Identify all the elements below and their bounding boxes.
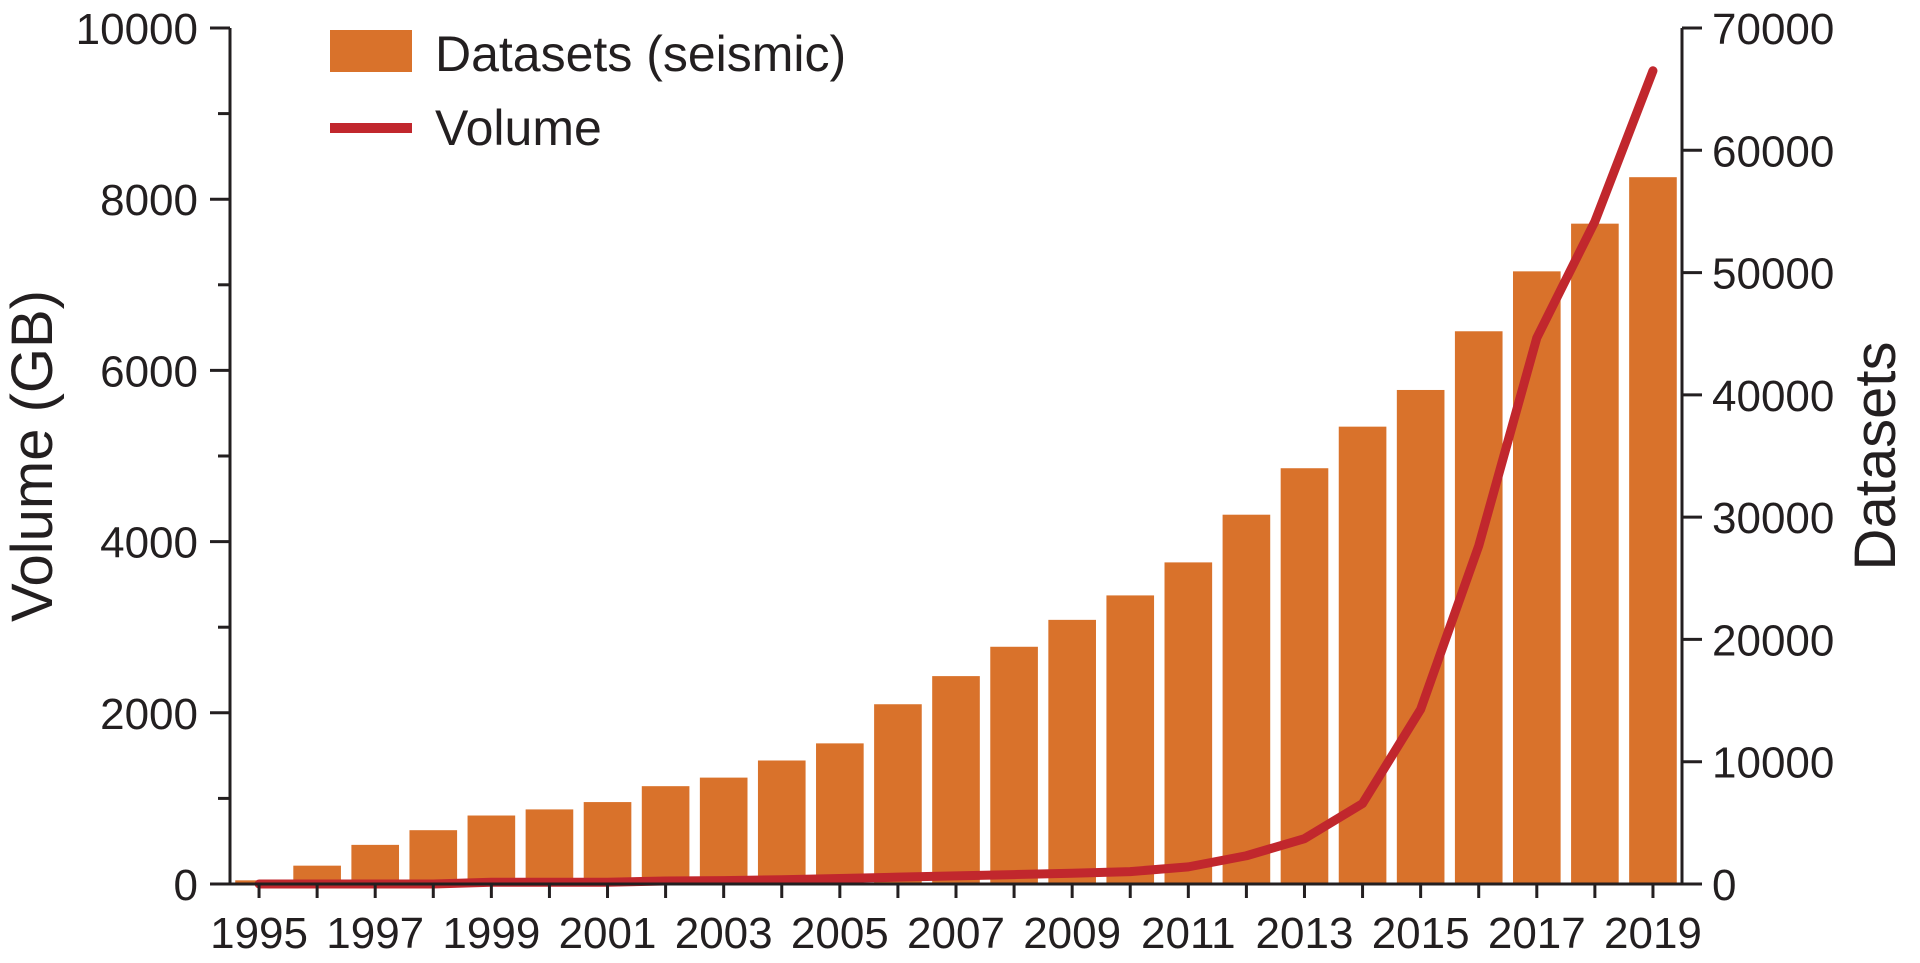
legend-bar-label: Datasets (seismic) bbox=[435, 26, 846, 82]
bar-2002 bbox=[641, 786, 690, 884]
bar-2012 bbox=[1222, 514, 1271, 884]
bar-2017 bbox=[1512, 271, 1561, 885]
x-tick-label: 2017 bbox=[1488, 909, 1586, 958]
y-left-tick-label: 8000 bbox=[100, 176, 198, 225]
y-right-tick-label: 50000 bbox=[1712, 250, 1834, 299]
legend: Datasets (seismic) Volume bbox=[330, 26, 846, 156]
bar-2004 bbox=[757, 760, 806, 884]
y-axis-left-title: Volume (GB) bbox=[0, 290, 65, 622]
axis-titles: Volume (GB) Datasets bbox=[0, 290, 1908, 622]
x-tick-label: 2003 bbox=[675, 909, 773, 958]
y-left-tick-label: 0 bbox=[174, 861, 198, 910]
bar-2006 bbox=[874, 704, 922, 884]
x-tick-label: 2015 bbox=[1372, 909, 1470, 958]
x-tick-label: 2009 bbox=[1023, 909, 1121, 958]
bars-group bbox=[235, 177, 1677, 885]
bar-2019 bbox=[1629, 177, 1677, 884]
x-tick-label: 2011 bbox=[1141, 909, 1236, 958]
y-right-tick-label: 0 bbox=[1712, 861, 1736, 910]
x-tick-label: 2019 bbox=[1604, 909, 1702, 958]
bar-1996 bbox=[293, 865, 341, 884]
bar-2009 bbox=[1048, 619, 1096, 884]
y-right-tick-label: 10000 bbox=[1712, 739, 1834, 788]
y-right-tick-label: 70000 bbox=[1712, 5, 1834, 54]
ticks-group: 0 2000 4000 6000 8000 10000 0 10000 20000 30000 40… bbox=[76, 5, 1835, 958]
x-tick-label: 2013 bbox=[1256, 909, 1354, 958]
bar-2008 bbox=[990, 646, 1038, 884]
volume-line-group bbox=[254, 66, 1658, 889]
volume-line bbox=[254, 66, 1658, 889]
y-left-tick-label: 2000 bbox=[100, 690, 198, 739]
y-left-tick-label: 10000 bbox=[76, 5, 198, 54]
bar-2001 bbox=[583, 802, 632, 884]
y-right-tick-label: 40000 bbox=[1712, 372, 1834, 421]
bar-1998 bbox=[409, 830, 458, 884]
x-tick-label: 1995 bbox=[210, 909, 308, 958]
bar-2010 bbox=[1106, 595, 1155, 884]
x-tick-label: 2001 bbox=[559, 909, 657, 958]
y-right-tick-label: 60000 bbox=[1712, 127, 1834, 176]
bar-2018 bbox=[1571, 223, 1619, 884]
x-tick-label: 2007 bbox=[907, 909, 1005, 958]
y-left-tick-label: 4000 bbox=[100, 519, 198, 568]
y-right-tick-label: 20000 bbox=[1712, 616, 1834, 665]
legend-bar-swatch bbox=[330, 30, 412, 72]
x-tick-label: 1999 bbox=[442, 909, 540, 958]
bar-2000 bbox=[525, 809, 574, 884]
y-right-tick-label: 30000 bbox=[1712, 494, 1834, 543]
bar-2016 bbox=[1454, 331, 1503, 884]
x-tick-label: 2005 bbox=[791, 909, 889, 958]
x-tick-label: 1997 bbox=[326, 909, 424, 958]
y-axis-right-title: Datasets bbox=[1843, 342, 1908, 571]
legend-line-label: Volume bbox=[435, 100, 602, 156]
bar-2015 bbox=[1396, 389, 1445, 884]
bar-2013 bbox=[1280, 468, 1329, 884]
bar-2011 bbox=[1164, 562, 1213, 884]
bar-1997 bbox=[351, 844, 400, 884]
bar-2003 bbox=[699, 777, 748, 884]
bar-2007 bbox=[932, 676, 980, 884]
bar-2005 bbox=[816, 743, 864, 884]
bar-1999 bbox=[467, 815, 516, 884]
y-left-tick-label: 6000 bbox=[100, 347, 198, 396]
